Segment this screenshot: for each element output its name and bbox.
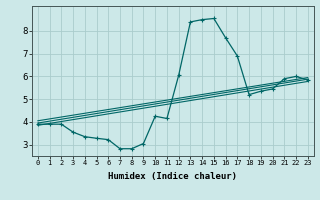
X-axis label: Humidex (Indice chaleur): Humidex (Indice chaleur)	[108, 172, 237, 181]
